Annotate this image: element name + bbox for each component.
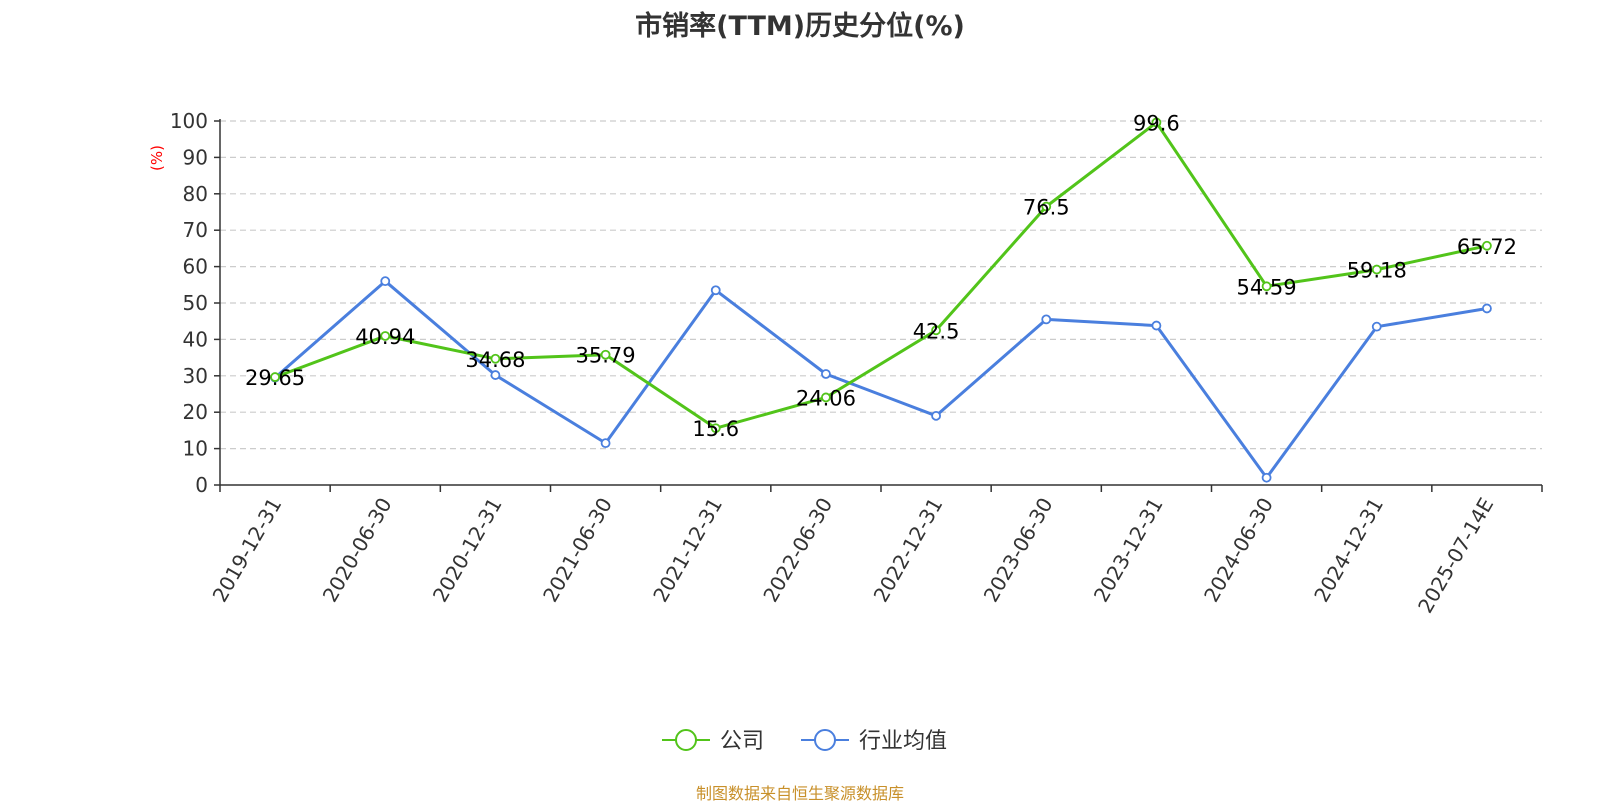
data-point-industry[interactable]	[931, 410, 941, 421]
y-tick-label: 90	[183, 145, 208, 169]
x-tick-label: 2023-06-30	[979, 494, 1058, 607]
data-point-company[interactable]	[1041, 201, 1052, 212]
legend-marker-company	[675, 729, 697, 751]
y-tick-label: 80	[183, 182, 208, 206]
data-label: 54.59	[1237, 275, 1297, 299]
grid-lines	[220, 120, 1542, 450]
series-line-company	[274, 121, 1488, 430]
data-label: 24.06	[796, 386, 856, 410]
data-label: 42.5	[913, 319, 960, 343]
x-tick-label: 2021-12-31	[648, 494, 727, 607]
source-note: 制图数据来自恒生聚源数据库	[695, 784, 904, 803]
y-axis-label: (%)	[148, 145, 166, 171]
x-tick-label: 2022-12-31	[869, 493, 948, 606]
data-point-industry[interactable]	[1261, 472, 1272, 483]
y-tick-label: 100	[170, 109, 208, 133]
y-tick-label: 20	[183, 400, 208, 424]
data-label: 40.94	[355, 325, 415, 349]
data-point-company[interactable]	[600, 349, 611, 360]
y-tick-label: 30	[183, 364, 208, 388]
data-label: 34.68	[465, 348, 525, 372]
series-industry	[270, 276, 1492, 483]
data-point-industry[interactable]	[490, 370, 501, 380]
x-tick-label: 2025-07-14E	[1413, 494, 1498, 618]
legend-label-company: 公司	[720, 729, 764, 754]
data-point-company[interactable]	[1261, 281, 1272, 292]
x-tick-label: 2022-06-30	[758, 494, 837, 607]
x-tick-label: 2021-06-30	[538, 494, 617, 607]
data-point-industry[interactable]	[1041, 314, 1052, 325]
data-label: 15.6	[692, 417, 739, 441]
series-lines	[270, 117, 1492, 483]
legend-label-industry: 行业均值	[859, 729, 947, 754]
data-point-industry[interactable]	[710, 285, 721, 296]
data-point-company[interactable]	[1151, 117, 1162, 128]
data-point-company[interactable]	[490, 353, 501, 364]
data-label: 99.6	[1133, 111, 1180, 135]
data-point-company[interactable]	[821, 392, 831, 403]
data-point-company[interactable]	[1371, 264, 1382, 275]
x-tick-label: 2019-12-31	[208, 494, 287, 607]
y-tick-label: 70	[183, 218, 208, 242]
data-point-industry[interactable]	[1371, 321, 1382, 332]
data-point-company[interactable]	[380, 331, 391, 341]
chart-title: 市销率(TTM)历史分位(%)	[635, 11, 965, 42]
y-tick-label: 0	[195, 473, 208, 497]
data-label: 76.5	[1023, 196, 1070, 220]
data-labels: 29.65 40.94 34.68 35.79 15.6 24.06 42.5 76.5 99.…	[245, 111, 1517, 441]
data-label: 35.79	[576, 344, 636, 368]
y-tick-label: 60	[183, 255, 208, 279]
data-point-industry[interactable]	[1151, 320, 1162, 331]
data-label: 65.72	[1457, 235, 1517, 259]
x-tick-label: 2020-12-31	[428, 493, 507, 606]
data-point-company[interactable]	[1482, 240, 1492, 251]
series-line-industry	[274, 279, 1488, 480]
legend-item-industry[interactable]: 行业均值	[801, 729, 947, 754]
y-tick-label: 50	[183, 291, 208, 315]
legend-marker-industry	[814, 729, 836, 751]
axes: 0 10 20 30 40 50 60 70 80 90 100 2019-12-31 2020-06-…	[170, 109, 1543, 618]
x-tick-label: 2024-12-31	[1309, 494, 1388, 607]
data-point-industry[interactable]	[380, 276, 391, 287]
series-company	[270, 117, 1492, 434]
data-label: 29.65	[245, 366, 305, 390]
data-point-industry[interactable]	[821, 369, 831, 379]
data-point-company[interactable]	[931, 325, 941, 336]
data-point-industry[interactable]	[1482, 303, 1492, 314]
legend[interactable]: 公司 行业均值	[662, 729, 947, 754]
y-tick-label: 40	[183, 327, 208, 351]
x-tick-label: 2024-06-30	[1199, 494, 1278, 607]
x-tick-label: 2020-06-30	[318, 494, 397, 607]
y-tick-label: 10	[183, 437, 208, 461]
x-tick-label: 2023-12-31	[1089, 494, 1168, 607]
data-point-industry[interactable]	[600, 438, 611, 449]
data-point-company[interactable]	[710, 423, 721, 434]
legend-item-company[interactable]: 公司	[662, 729, 764, 754]
data-point-company[interactable]	[270, 372, 280, 382]
data-label: 59.18	[1347, 259, 1407, 283]
